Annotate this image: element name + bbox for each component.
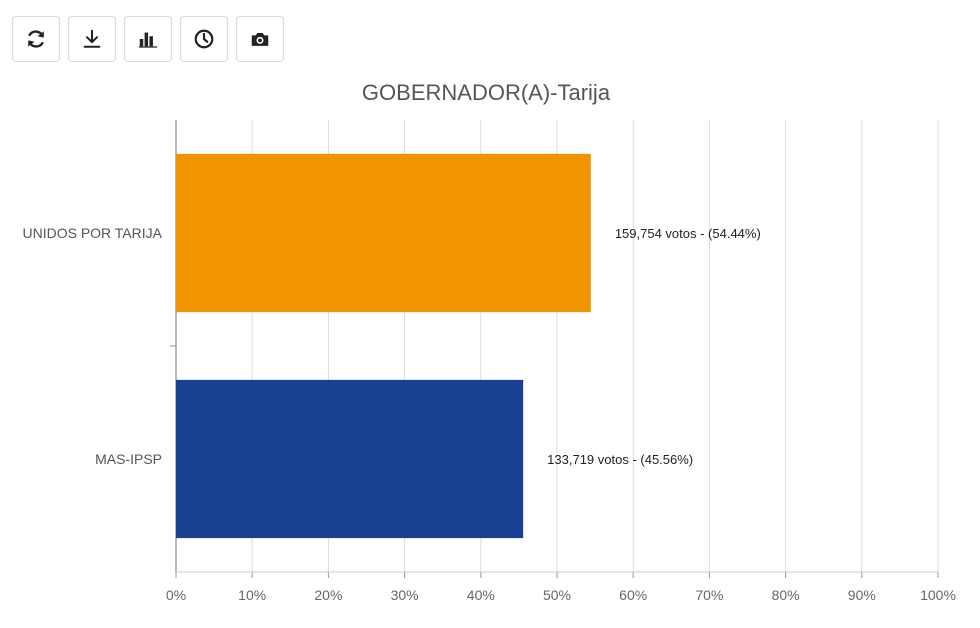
category-label: UNIDOS POR TARIJA [22, 225, 162, 241]
x-tick-label: 90% [848, 587, 876, 603]
x-tick-label: 50% [543, 587, 571, 603]
refresh-button[interactable] [12, 16, 60, 62]
x-tick-label: 0% [166, 587, 186, 603]
screenshot-button[interactable] [236, 16, 284, 62]
bar [176, 153, 591, 313]
download-button[interactable] [68, 16, 116, 62]
refresh-icon [28, 30, 44, 48]
category-label: MAS-IPSP [95, 451, 162, 467]
x-tick-label: 70% [695, 587, 723, 603]
chart-title: GOBERNADOR(A)-Tarija [362, 80, 611, 105]
clock-icon [194, 29, 214, 49]
x-tick-label: 40% [467, 587, 495, 603]
bar-chart-icon [138, 32, 158, 48]
data-label: 133,719 votos - (45.56%) [547, 452, 693, 467]
x-tick-label: 100% [920, 587, 956, 603]
x-tick-label: 10% [238, 587, 266, 603]
data-label: 159,754 votos - (54.44%) [615, 226, 761, 241]
x-tick-label: 30% [391, 587, 419, 603]
x-tick-label: 60% [619, 587, 647, 603]
x-tick-label: 80% [772, 587, 800, 603]
chart-type-button[interactable] [124, 16, 172, 62]
chart-toolbar [12, 16, 284, 62]
bar [176, 379, 524, 539]
download-icon [83, 29, 101, 48]
camera-icon [251, 33, 269, 46]
history-button[interactable] [180, 16, 228, 62]
x-tick-label: 20% [314, 587, 342, 603]
